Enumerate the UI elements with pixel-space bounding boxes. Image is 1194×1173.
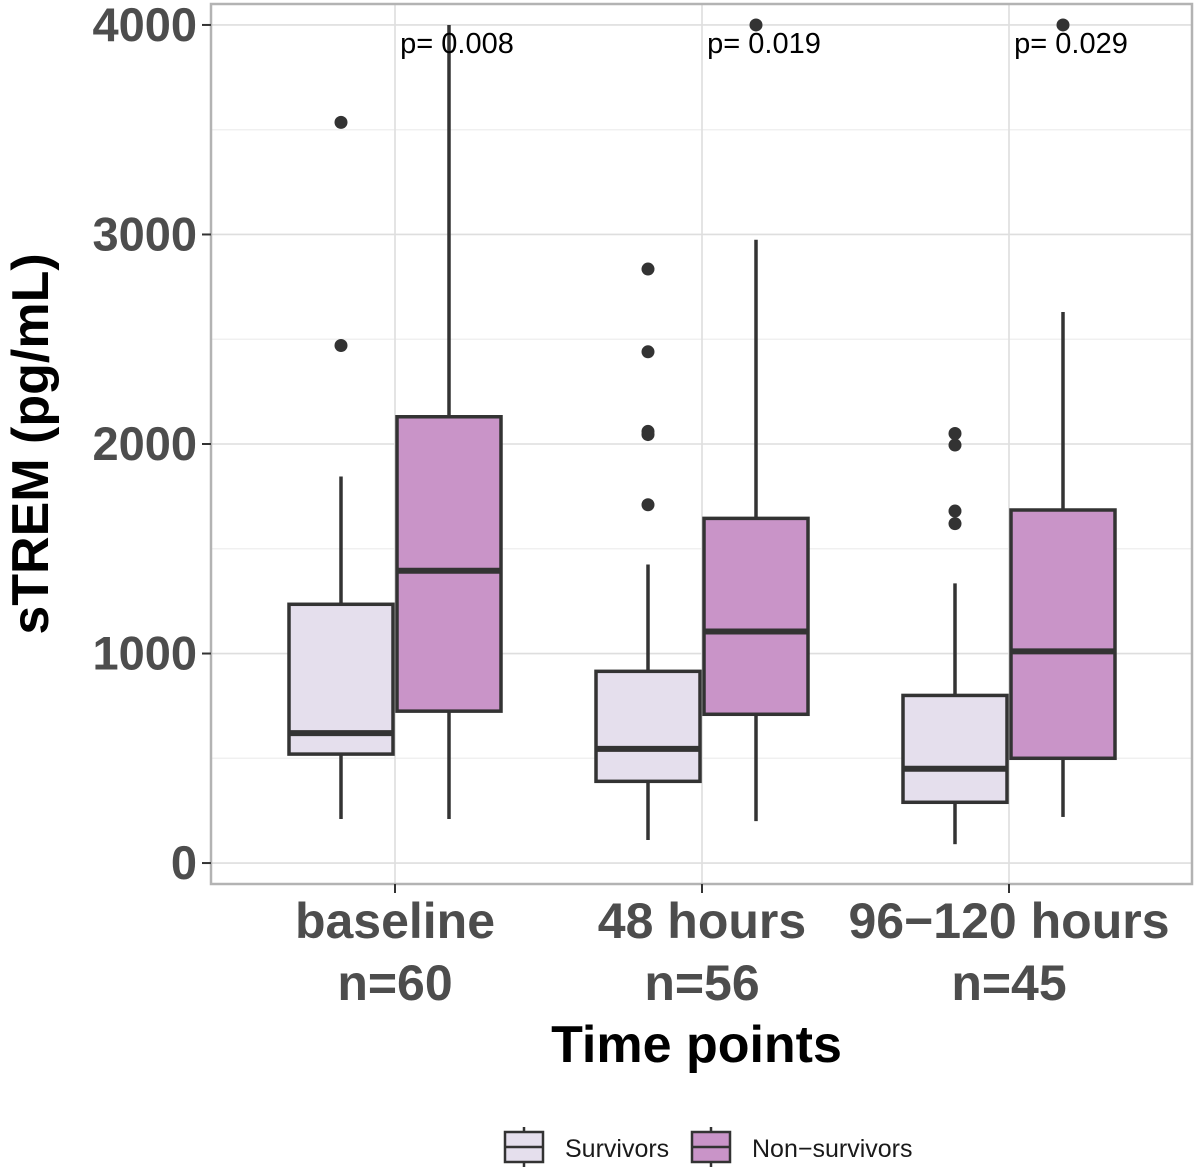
outlier-point xyxy=(641,345,655,359)
legend-item-survivors: Survivors xyxy=(503,1127,669,1167)
box-survivors xyxy=(594,262,702,840)
y-tick-label: 2000 xyxy=(92,417,197,470)
x-tick-label: 48 hours xyxy=(598,893,806,949)
outlier-point xyxy=(948,504,962,518)
legend-item-non-survivors: Non−survivors xyxy=(690,1127,912,1167)
box-non-survivors xyxy=(1009,18,1117,817)
box-non-survivors xyxy=(395,24,503,820)
outlier-point xyxy=(641,424,655,438)
legend: Survivors Non−survivors xyxy=(503,1127,912,1167)
box-iqr xyxy=(594,669,702,784)
p-value-label: p= 0.029 xyxy=(1014,28,1128,60)
box-non-survivors xyxy=(702,18,810,822)
box-iqr xyxy=(1009,508,1117,761)
x-tick-n-label: n=60 xyxy=(337,955,452,1011)
legend-label: Survivors xyxy=(565,1135,669,1163)
x-tick-label: baseline xyxy=(295,893,495,949)
x-tick-label: 96−120 hours xyxy=(848,893,1169,949)
p-value-label: p= 0.008 xyxy=(400,28,514,60)
outlier-point xyxy=(948,517,962,531)
outlier-point xyxy=(1056,18,1070,32)
y-tick-label: 1000 xyxy=(92,627,197,680)
box-survivors xyxy=(901,427,1009,845)
box-iqr xyxy=(702,516,810,717)
x-axis-title: Time points xyxy=(551,1016,842,1074)
box-series xyxy=(287,18,1117,845)
outlier-point xyxy=(948,427,962,441)
box-iqr xyxy=(287,602,395,756)
p-value-labels: p= 0.008 p= 0.019 p= 0.029 xyxy=(400,28,1128,60)
outlier-point xyxy=(749,18,763,32)
x-axis-ticks: baseline n=60 48 hours n=56 96−120 hours n=45 xyxy=(295,884,1170,1011)
outlier-point xyxy=(948,438,962,452)
outlier-point xyxy=(641,498,655,512)
outlier-point xyxy=(641,262,655,276)
y-tick-label: 4000 xyxy=(92,0,197,51)
box-survivors xyxy=(287,115,395,820)
x-tick-n-label: n=45 xyxy=(951,955,1066,1011)
y-axis-title: sTREM (pg/mL) xyxy=(2,253,60,634)
y-tick-label: 3000 xyxy=(92,207,197,260)
y-axis-ticks: 0 1000 2000 3000 4000 xyxy=(92,0,211,889)
box-iqr xyxy=(395,415,503,713)
box-iqr xyxy=(901,693,1009,805)
p-value-label: p= 0.019 xyxy=(707,28,821,60)
legend-label: Non−survivors xyxy=(752,1135,912,1163)
y-tick-label: 0 xyxy=(171,836,197,889)
outlier-point xyxy=(334,115,348,129)
x-tick-n-label: n=56 xyxy=(644,955,759,1011)
outlier-point xyxy=(334,339,348,353)
